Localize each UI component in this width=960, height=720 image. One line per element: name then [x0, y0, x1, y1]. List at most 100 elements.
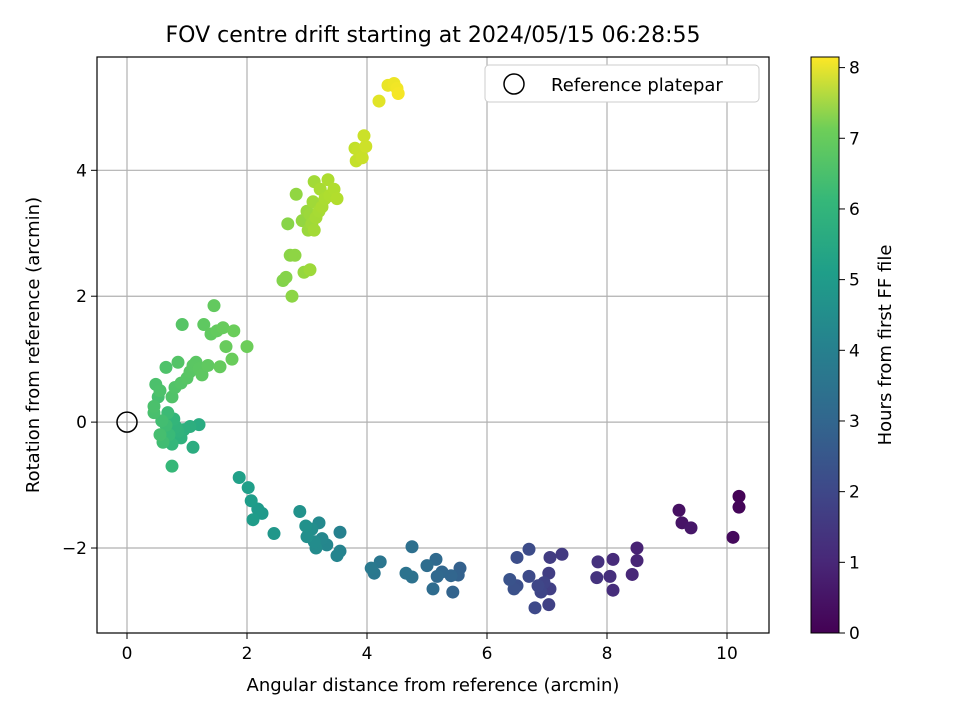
data-point [232, 471, 246, 485]
data-point [300, 530, 314, 544]
colorbar-tick-label: 2 [849, 483, 860, 503]
data-point [630, 541, 644, 555]
colorbar [810, 56, 840, 634]
y-axis-ticks: −2 0 2 4 [62, 161, 97, 559]
colorbar-tick-label: 5 [849, 271, 860, 291]
data-point [303, 263, 317, 277]
data-point [197, 318, 211, 332]
colorbar-tick-label: 3 [849, 412, 860, 432]
data-point [330, 549, 344, 563]
data-point [531, 579, 545, 593]
data-point [630, 554, 644, 568]
data-point [288, 248, 302, 262]
data-point [321, 173, 335, 187]
data-point [279, 270, 293, 284]
data-point [446, 585, 460, 599]
colorbar-tick-label: 6 [849, 200, 860, 220]
data-point [216, 321, 230, 335]
data-point [281, 217, 295, 231]
data-point [732, 489, 746, 503]
y-tick-label: 0 [76, 413, 87, 433]
x-tick-label: 8 [602, 644, 613, 664]
data-point [625, 567, 639, 581]
data-point [420, 559, 434, 573]
colorbar-label: Hours from first FF file [875, 245, 896, 446]
data-point [510, 550, 524, 564]
colorbar-tick-label: 8 [849, 59, 860, 79]
data-point [522, 542, 536, 556]
data-point [299, 519, 313, 533]
data-point [330, 192, 344, 206]
x-tick-label: 2 [242, 644, 253, 664]
data-point [171, 355, 185, 369]
data-point [307, 223, 321, 237]
data-point [246, 513, 260, 527]
data-point [241, 481, 255, 495]
data-point [429, 552, 443, 566]
data-point [289, 187, 303, 201]
data-point [672, 503, 686, 517]
reference-platepar-marker [116, 411, 138, 433]
x-axis-label: Angular distance from reference (arcmin) [247, 675, 620, 696]
legend-reference-marker [503, 73, 525, 95]
x-tick-label: 10 [716, 644, 738, 664]
data-point [219, 340, 233, 354]
data-point [555, 547, 569, 561]
data-point [591, 555, 605, 569]
data-point [153, 428, 167, 442]
plot-frame [96, 56, 770, 634]
data-point [213, 360, 227, 374]
x-tick-label: 6 [482, 644, 493, 664]
data-point [186, 440, 200, 454]
data-point [155, 414, 169, 428]
data-points [116, 76, 746, 615]
data-point [528, 601, 542, 615]
colorbar-tick-label: 4 [849, 341, 860, 361]
data-point [684, 521, 698, 535]
colorbar-tick-label: 7 [849, 129, 860, 149]
data-point [372, 94, 386, 108]
x-axis-ticks: 0 2 4 6 8 10 [122, 633, 738, 664]
data-point [542, 598, 556, 612]
data-point [606, 552, 620, 566]
data-point [355, 151, 369, 165]
data-point [267, 527, 281, 541]
data-point [373, 555, 387, 569]
x-tick-label: 4 [362, 644, 373, 664]
legend-box: Reference platepar [484, 64, 760, 103]
colorbar-ticks: 0 1 2 3 4 5 6 7 8 [839, 59, 860, 644]
data-point [244, 494, 258, 508]
data-point [333, 525, 347, 539]
data-point [225, 352, 239, 366]
data-point [227, 324, 241, 338]
data-point [364, 561, 378, 575]
y-tick-label: −2 [62, 539, 87, 559]
data-point [147, 399, 161, 413]
data-point [357, 129, 371, 143]
chart-title: FOV centre drift starting at 2024/05/15 … [166, 23, 701, 48]
data-point [175, 318, 189, 332]
data-point [195, 368, 209, 382]
data-point [590, 571, 604, 585]
data-point [405, 540, 419, 554]
data-point [391, 87, 405, 101]
data-point [603, 569, 617, 583]
data-point [726, 530, 740, 544]
y-tick-label: 2 [76, 287, 87, 307]
data-point [240, 340, 254, 354]
data-point [201, 358, 215, 372]
legend-reference-label: Reference platepar [551, 75, 723, 96]
x-tick-label: 0 [122, 644, 133, 664]
data-point [430, 569, 444, 583]
data-point [207, 299, 221, 313]
colorbar-tick-label: 0 [849, 624, 860, 644]
data-point [293, 505, 307, 519]
colorbar-tick-label: 1 [849, 553, 860, 573]
data-point [732, 500, 746, 514]
data-point [606, 583, 620, 597]
data-point [153, 384, 167, 398]
data-point [399, 566, 413, 580]
y-axis-label: Rotation from reference (arcmin) [23, 197, 44, 493]
data-point [165, 459, 179, 473]
